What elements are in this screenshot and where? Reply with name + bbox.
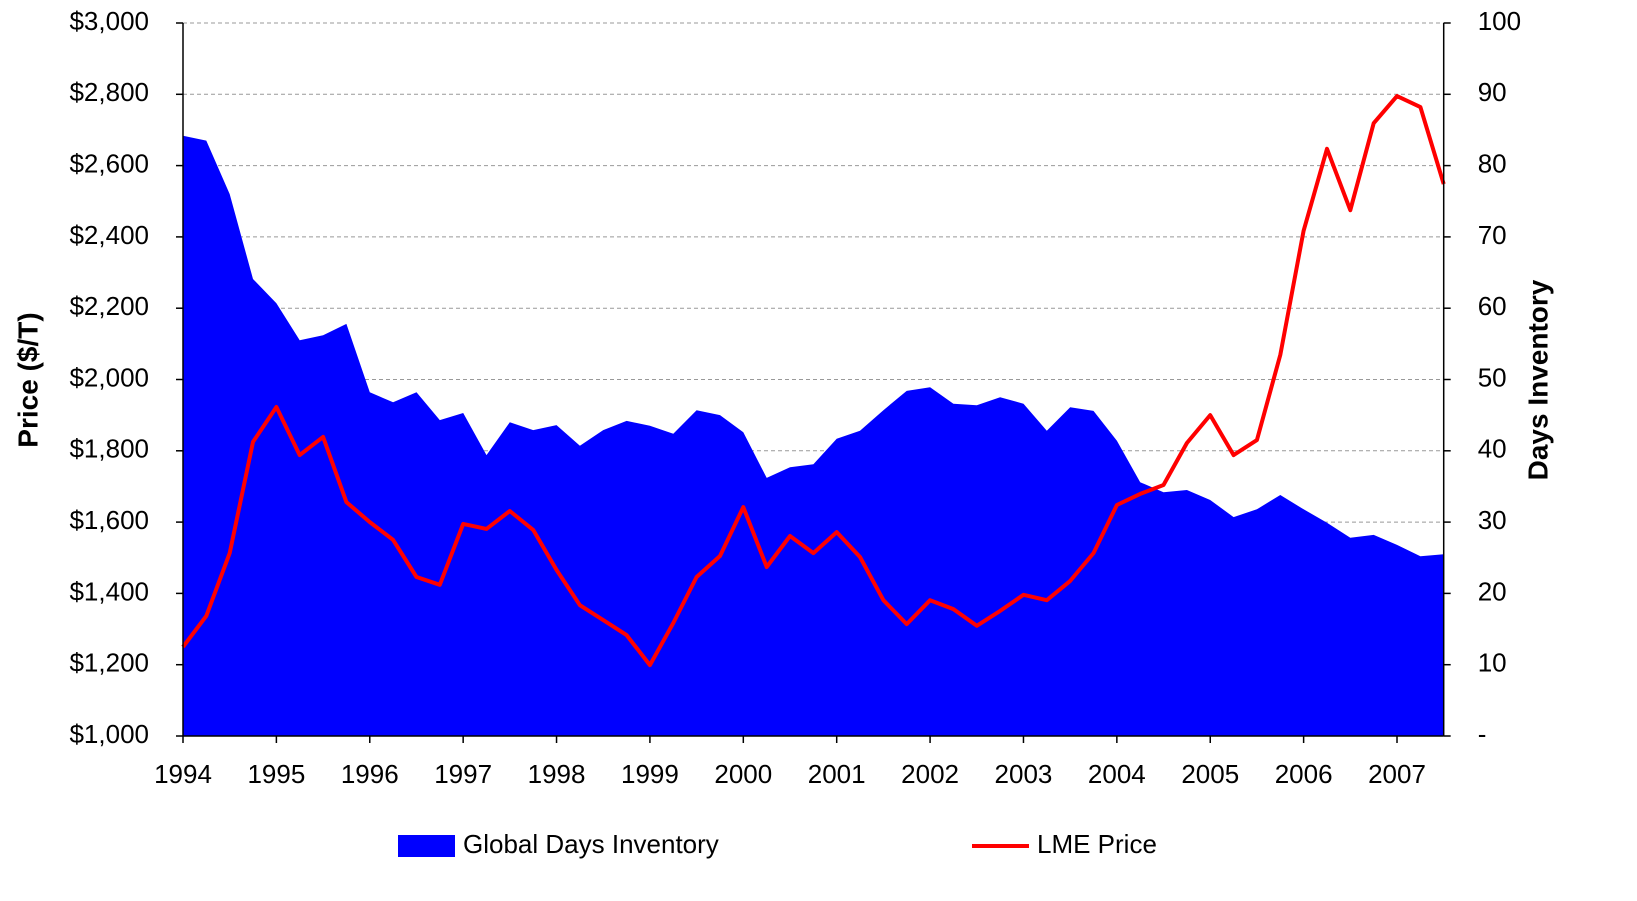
x-tick-label: 2000 <box>714 759 772 789</box>
y2-tick-label: 10 <box>1478 648 1507 678</box>
y-tick-label: $2,200 <box>69 291 149 321</box>
y-tick-label: $1,800 <box>69 434 149 464</box>
y-tick-label: $1,000 <box>69 719 149 749</box>
y2-tick-label: 80 <box>1478 148 1507 178</box>
y2-tick-label: - <box>1478 719 1487 749</box>
legend-label: Global Days Inventory <box>463 829 719 859</box>
y2-tick-label: 30 <box>1478 505 1507 535</box>
x-tick-label: 2007 <box>1368 759 1426 789</box>
y-tick-label: $1,600 <box>69 505 149 535</box>
x-tick-label: 2001 <box>808 759 866 789</box>
x-tick-label: 1994 <box>154 759 212 789</box>
y-tick-label: $1,200 <box>69 648 149 678</box>
y2-tick-label: 20 <box>1478 576 1507 606</box>
y-tick-label: $2,600 <box>69 148 149 178</box>
x-tick-label: 1995 <box>247 759 305 789</box>
y2-tick-label: 100 <box>1478 6 1521 36</box>
y2-tick-label: 40 <box>1478 434 1507 464</box>
y2-tick-label: 70 <box>1478 220 1507 250</box>
y-axis-title: Price ($/T) <box>12 312 43 447</box>
y-tick-label: $2,800 <box>69 77 149 107</box>
x-tick-label: 1996 <box>341 759 399 789</box>
x-tick-label: 2005 <box>1181 759 1239 789</box>
x-tick-label: 2002 <box>901 759 959 789</box>
x-tick-label: 1999 <box>621 759 679 789</box>
x-tick-label: 2006 <box>1275 759 1333 789</box>
x-tick-label: 1998 <box>528 759 586 789</box>
y2-tick-label: 60 <box>1478 291 1507 321</box>
x-tick-label: 1997 <box>434 759 492 789</box>
y-tick-label: $2,400 <box>69 220 149 250</box>
y-tick-label: $1,400 <box>69 576 149 606</box>
legend-label: LME Price <box>1037 829 1157 859</box>
y-tick-label: $2,000 <box>69 362 149 392</box>
line <box>181 94 1446 668</box>
x-tick-label: 2003 <box>995 759 1053 789</box>
area <box>183 135 1444 736</box>
y2-tick-label: 50 <box>1478 362 1507 392</box>
y2-tick-label: 90 <box>1478 77 1507 107</box>
y-tick-label: $3,000 <box>69 6 149 36</box>
x-tick-label: 2004 <box>1088 759 1146 789</box>
y2-axis-title: Days Inventory <box>1522 279 1553 480</box>
legend-swatch <box>398 835 455 857</box>
